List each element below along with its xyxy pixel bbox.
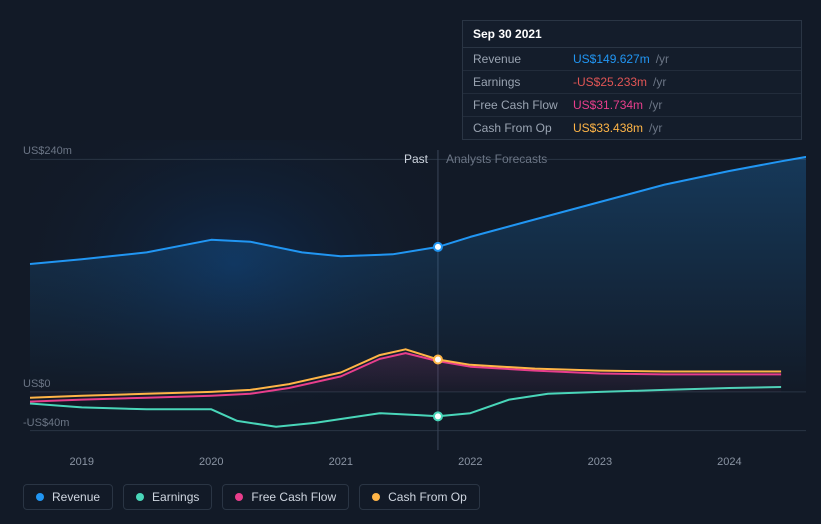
- financial-chart: US$240m US$0 -US$40m 2019 2020 2021 2022 2023 2…: [15, 10, 806, 514]
- past-label: Past: [404, 152, 428, 166]
- tooltip-row-label: Free Cash Flow: [473, 98, 573, 112]
- tooltip-row-value: US$149.627m: [573, 52, 650, 66]
- legend-label: Revenue: [52, 490, 100, 504]
- tooltip-row: Cash From OpUS$33.438m/yr: [463, 117, 801, 139]
- y-tick-label: -US$40m: [23, 417, 69, 429]
- tooltip-row-label: Cash From Op: [473, 121, 573, 135]
- legend-dot: [372, 493, 380, 501]
- forecast-label: Analysts Forecasts: [446, 152, 547, 166]
- tooltip-row-unit: /yr: [656, 52, 669, 66]
- y-tick-label: US$0: [23, 378, 51, 390]
- chart-legend: Revenue Earnings Free Cash Flow Cash From O…: [23, 484, 480, 510]
- tooltip-row-unit: /yr: [653, 75, 666, 89]
- tooltip-row-label: Earnings: [473, 75, 573, 89]
- legend-item-earnings[interactable]: Earnings: [123, 484, 212, 510]
- tooltip-row-value: US$33.438m: [573, 121, 643, 135]
- tooltip-row-value: US$31.734m: [573, 98, 643, 112]
- y-tick-label: US$240m: [23, 145, 72, 157]
- x-tick-label: 2020: [199, 456, 223, 468]
- x-tick-label: 2024: [717, 456, 741, 468]
- tooltip-row: Earnings-US$25.233m/yr: [463, 71, 801, 94]
- tooltip-row: RevenueUS$149.627m/yr: [463, 48, 801, 71]
- tooltip-row: Free Cash FlowUS$31.734m/yr: [463, 94, 801, 117]
- tooltip-row-value: -US$25.233m: [573, 75, 647, 89]
- legend-item-free-cash-flow[interactable]: Free Cash Flow: [222, 484, 349, 510]
- legend-label: Earnings: [152, 490, 199, 504]
- x-tick-label: 2019: [70, 456, 94, 468]
- legend-dot: [36, 493, 44, 501]
- tooltip-row-unit: /yr: [649, 98, 662, 112]
- tooltip-row-label: Revenue: [473, 52, 573, 66]
- tooltip-row-unit: /yr: [649, 121, 662, 135]
- legend-item-cash-from-op[interactable]: Cash From Op: [359, 484, 480, 510]
- tooltip-date: Sep 30 2021: [463, 21, 801, 48]
- x-tick-label: 2022: [458, 456, 482, 468]
- chart-tooltip: Sep 30 2021 RevenueUS$149.627m/yrEarning…: [462, 20, 802, 140]
- legend-label: Cash From Op: [388, 490, 467, 504]
- x-tick-label: 2023: [588, 456, 612, 468]
- legend-item-revenue[interactable]: Revenue: [23, 484, 113, 510]
- legend-dot: [235, 493, 243, 501]
- x-tick-label: 2021: [329, 456, 353, 468]
- legend-dot: [136, 493, 144, 501]
- legend-label: Free Cash Flow: [251, 490, 336, 504]
